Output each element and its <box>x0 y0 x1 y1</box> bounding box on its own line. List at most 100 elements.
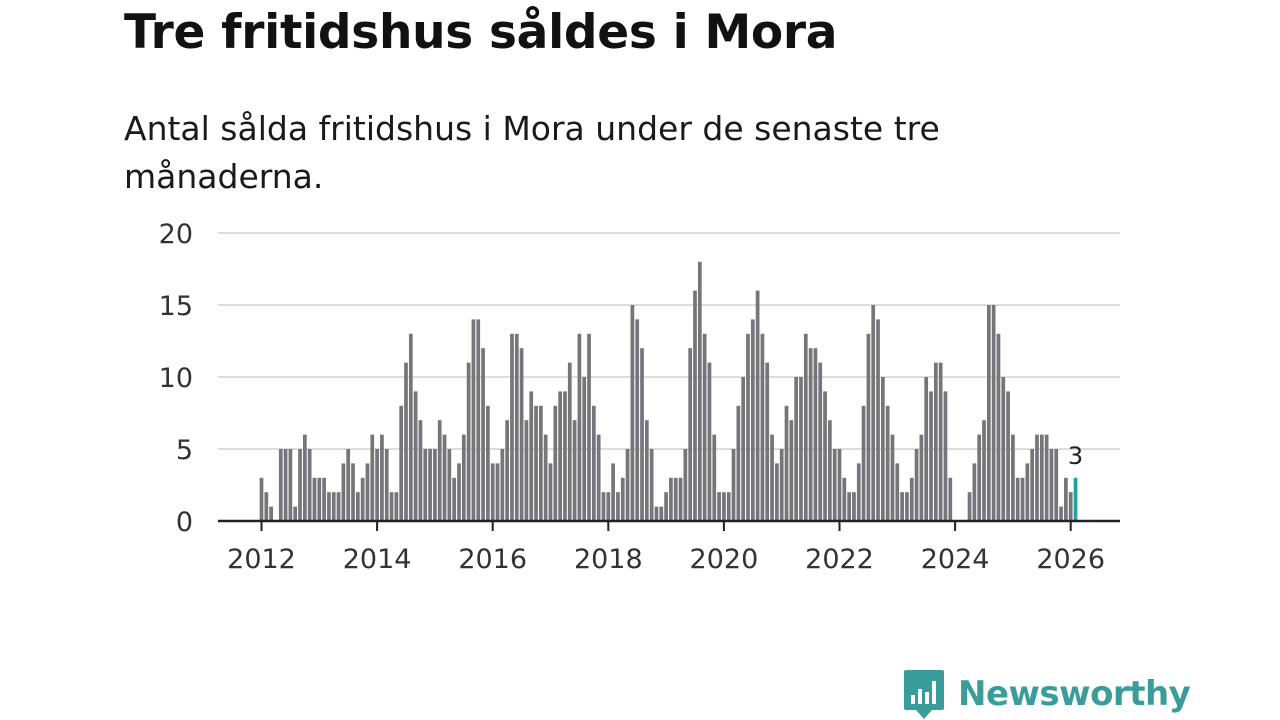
bar <box>871 305 876 521</box>
bar <box>669 477 673 521</box>
bar <box>654 506 659 521</box>
bar <box>876 319 880 521</box>
bar <box>259 477 264 521</box>
bar <box>428 449 432 521</box>
bar <box>712 434 717 521</box>
bar <box>741 377 746 521</box>
newsworthy-logo-icon <box>904 670 944 719</box>
x-axis: 2012 2014 2016 2018 2020 2022 2024 2026 <box>218 519 1120 575</box>
bar <box>673 477 678 521</box>
bar <box>924 377 929 521</box>
bar <box>577 333 582 521</box>
y-tick-label: 15 <box>159 291 193 322</box>
bar <box>943 391 948 521</box>
bar <box>423 449 428 521</box>
bar <box>755 290 760 521</box>
bar <box>307 449 312 521</box>
chart-title: Tre fritidshus såldes i Mora <box>124 5 838 60</box>
bar <box>765 362 770 521</box>
bar <box>813 348 818 521</box>
bars <box>259 261 1078 521</box>
bar <box>683 449 688 521</box>
bar <box>553 405 558 521</box>
bar <box>548 463 553 521</box>
bar <box>977 434 982 521</box>
bar <box>437 420 442 521</box>
bar <box>702 333 707 521</box>
bar <box>996 333 1001 521</box>
bar <box>1030 449 1035 521</box>
bar <box>1054 449 1059 521</box>
bar <box>649 449 654 521</box>
bar <box>678 477 683 521</box>
bar <box>404 362 408 521</box>
bar <box>302 434 307 521</box>
bar <box>847 492 851 521</box>
bar <box>312 477 317 521</box>
bar <box>408 333 413 521</box>
bar <box>1049 449 1054 521</box>
bar <box>885 405 890 521</box>
x-tick-label: 2024 <box>921 544 990 575</box>
bar <box>620 477 625 521</box>
brand-name: Newsworthy <box>958 674 1191 714</box>
bar <box>616 492 620 521</box>
bar <box>736 405 741 521</box>
bar <box>298 449 302 521</box>
bar <box>640 348 644 521</box>
bar <box>789 420 794 521</box>
bar-chart: 2012 2014 2016 2018 2020 2022 2024 2026 0 5 10 15 2… <box>159 219 1120 575</box>
bar <box>331 492 336 521</box>
bar <box>394 492 399 521</box>
chart-subtitle: Antal sålda fritidshus i Mora under de s… <box>124 109 940 196</box>
bar <box>842 477 847 521</box>
bar <box>293 506 298 521</box>
bar <box>582 377 587 521</box>
bar <box>418 420 423 521</box>
bar <box>784 405 789 521</box>
bar <box>890 434 895 521</box>
bar <box>355 492 360 521</box>
bar <box>461 434 466 521</box>
bar <box>948 477 953 521</box>
bar <box>905 492 909 521</box>
bar <box>1025 463 1030 521</box>
bar <box>929 391 933 521</box>
bar <box>818 362 823 521</box>
bar <box>380 434 384 521</box>
bar <box>919 434 924 521</box>
y-tick-label: 0 <box>176 507 193 538</box>
bar <box>938 362 943 521</box>
bar <box>1059 506 1063 521</box>
bar <box>991 305 996 521</box>
bar <box>317 477 322 521</box>
bar <box>490 463 495 521</box>
bar <box>808 348 813 521</box>
bar <box>717 492 721 521</box>
bar <box>852 492 856 521</box>
y-tick-label: 5 <box>176 435 193 466</box>
bar <box>630 305 635 521</box>
bar-highlight <box>1073 477 1078 521</box>
bar <box>914 449 919 521</box>
bar <box>1039 434 1044 521</box>
bar <box>572 420 577 521</box>
bar <box>803 333 808 521</box>
bar <box>322 477 326 521</box>
bar <box>442 434 447 521</box>
bar <box>688 348 693 521</box>
x-tick-label: 2026 <box>1036 544 1105 575</box>
bar <box>1064 477 1068 521</box>
bar <box>722 492 726 521</box>
bar <box>1006 391 1010 521</box>
bar <box>611 463 615 521</box>
bar <box>1035 434 1039 521</box>
bar <box>828 420 832 521</box>
bar <box>909 477 914 521</box>
y-tick-label: 10 <box>159 363 193 394</box>
bar <box>601 492 606 521</box>
bar <box>697 261 702 521</box>
bar <box>779 449 784 521</box>
bar <box>693 290 697 521</box>
bar <box>861 405 866 521</box>
